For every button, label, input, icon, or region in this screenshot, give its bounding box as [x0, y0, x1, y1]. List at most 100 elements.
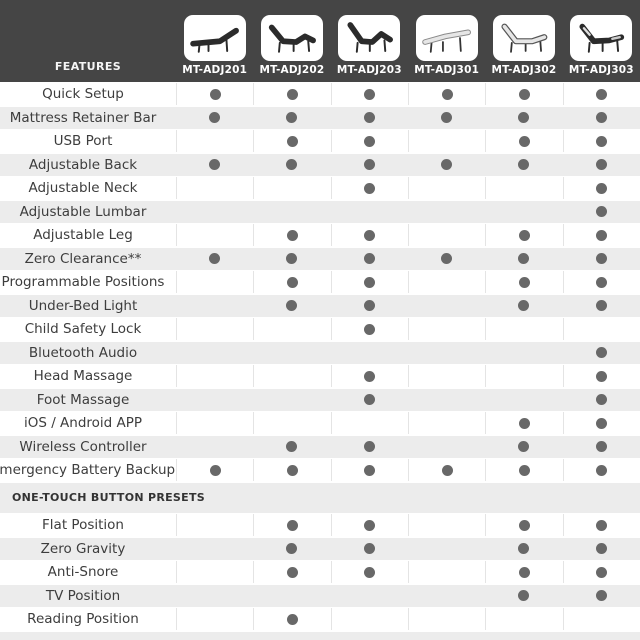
table-row: iOS / Android APP [0, 412, 640, 434]
feature-label: Child Safety Lock [24, 321, 142, 337]
cell-mt-adj203 [330, 561, 408, 583]
included-dot-icon [518, 276, 530, 288]
bed-adjusted-steep-dark-icon [343, 19, 395, 57]
cell-mt-adj202 [253, 436, 330, 458]
product-model-label: MT-ADJ302 [491, 64, 557, 76]
included-dot-icon [596, 135, 608, 147]
included-dot-icon [518, 543, 530, 554]
included-dot-icon [596, 566, 608, 578]
cell-mt-adj303 [562, 561, 640, 583]
cell-mt-adj301 [408, 436, 485, 458]
feature-label: Programmable Positions [1, 274, 165, 290]
cell-mt-adj201 [176, 342, 253, 364]
cell-mt-adj203 [330, 318, 408, 340]
bed-flat-light-frame-icon [421, 19, 473, 57]
cell-mt-adj202 [253, 271, 330, 293]
cell-mt-adj203 [331, 342, 408, 364]
included-dot-icon [518, 88, 530, 100]
included-dot-icon [363, 159, 375, 170]
product-model-label: MT-ADJ303 [568, 64, 634, 76]
included-dot-icon [364, 88, 376, 100]
product-image-card-mt-adj201[interactable] [183, 15, 246, 61]
cell-mt-adj303 [562, 177, 640, 199]
table-row: Flat Position [0, 514, 640, 536]
included-dot-icon [596, 519, 608, 531]
included-dot-icon [596, 464, 608, 476]
cell-mt-adj203 [331, 538, 408, 560]
cell-mt-adj201 [176, 295, 253, 317]
table-row: Wireless Controller [0, 435, 640, 458]
included-dot-icon [518, 417, 530, 429]
included-dot-icon [595, 300, 607, 311]
cell-mt-adj301 [408, 585, 485, 607]
table-row: Adjustable Neck [0, 177, 640, 199]
feature-label: iOS / Android APP [23, 415, 143, 431]
cell-mt-adj301 [407, 83, 485, 105]
cell-mt-adj303 [562, 83, 640, 105]
product-image-card-mt-adj303[interactable] [570, 15, 633, 61]
cell-mt-adj301 [408, 389, 485, 411]
included-dot-icon [596, 276, 608, 288]
product-image-card-mt-adj301[interactable] [415, 15, 478, 61]
table-row: Quick Setup [0, 83, 640, 105]
included-dot-icon [518, 464, 530, 476]
included-dot-icon [286, 276, 298, 288]
section-header-one-touch-presets: ONE-TOUCH BUTTON PRESETS [0, 482, 640, 513]
bottom-strip [0, 631, 640, 640]
cell-mt-adj301 [407, 177, 485, 199]
included-dot-icon [364, 182, 376, 194]
included-dot-icon [364, 276, 376, 288]
feature-label: Adjustable Lumbar [19, 203, 147, 220]
included-dot-icon [286, 135, 298, 147]
cell-mt-adj303 [563, 585, 640, 607]
cell-mt-adj202 [253, 365, 330, 387]
cell-mt-adj202 [253, 83, 330, 105]
included-dot-icon [595, 590, 607, 601]
included-dot-icon [363, 441, 375, 452]
cell-mt-adj203 [331, 154, 408, 176]
cell-mt-adj203 [330, 412, 408, 434]
cell-mt-adj303 [562, 412, 640, 434]
cell-mt-adj201 [176, 585, 253, 607]
table-row: Under-Bed Light [0, 294, 640, 317]
product-image-card-mt-adj302[interactable] [492, 15, 555, 61]
cell-mt-adj301 [407, 608, 485, 630]
cell-mt-adj301 [407, 514, 485, 536]
cell-mt-adj301 [408, 201, 485, 223]
included-dot-icon [518, 229, 530, 241]
feature-label: Foot Massage [36, 391, 130, 408]
cell-mt-adj202 [253, 412, 330, 434]
cell-mt-adj303 [563, 389, 640, 411]
product-image-card-mt-adj203[interactable] [338, 15, 401, 61]
cell-mt-adj202 [253, 201, 330, 223]
feature-label: Anti-Snore [47, 564, 119, 580]
cell-mt-adj302 [485, 177, 562, 199]
cell-mt-adj302 [485, 459, 562, 481]
included-dot-icon [518, 441, 530, 452]
included-dot-icon [364, 519, 376, 531]
cell-mt-adj301 [408, 154, 485, 176]
bed-adjusted-dark-light-icon [575, 19, 627, 57]
table-row: Mattress Retainer Bar [0, 106, 640, 129]
included-dot-icon [286, 441, 298, 452]
included-dot-icon [286, 566, 298, 578]
cell-mt-adj302 [485, 365, 562, 387]
cell-mt-adj202 [253, 177, 330, 199]
cell-mt-adj201 [176, 608, 253, 630]
included-dot-icon [209, 112, 221, 123]
included-dot-icon [595, 206, 607, 217]
product-image-card-mt-adj202[interactable] [260, 15, 323, 61]
cell-mt-adj301 [407, 412, 485, 434]
cell-mt-adj303 [562, 318, 640, 340]
product-column-mt-adj301: MT-ADJ301 [408, 15, 485, 82]
cell-mt-adj201 [176, 271, 253, 293]
table-row: USB Port [0, 130, 640, 152]
cell-mt-adj303 [563, 342, 640, 364]
cell-mt-adj202 [253, 318, 330, 340]
cell-mt-adj202 [253, 585, 330, 607]
features-column-header: FEATURES [54, 60, 122, 73]
cell-mt-adj202 [253, 561, 330, 583]
included-dot-icon [209, 88, 221, 100]
feature-label: Head Massage [33, 368, 133, 384]
